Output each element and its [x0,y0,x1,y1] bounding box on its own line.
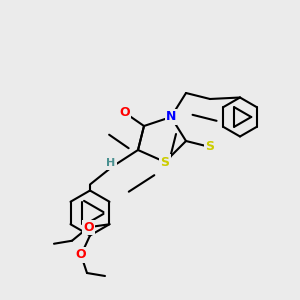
Text: N: N [166,110,176,124]
Text: S: S [206,140,214,154]
Text: H: H [106,158,116,169]
Text: O: O [76,248,86,262]
Text: O: O [119,106,130,119]
Text: S: S [160,155,169,169]
Text: O: O [83,221,94,234]
